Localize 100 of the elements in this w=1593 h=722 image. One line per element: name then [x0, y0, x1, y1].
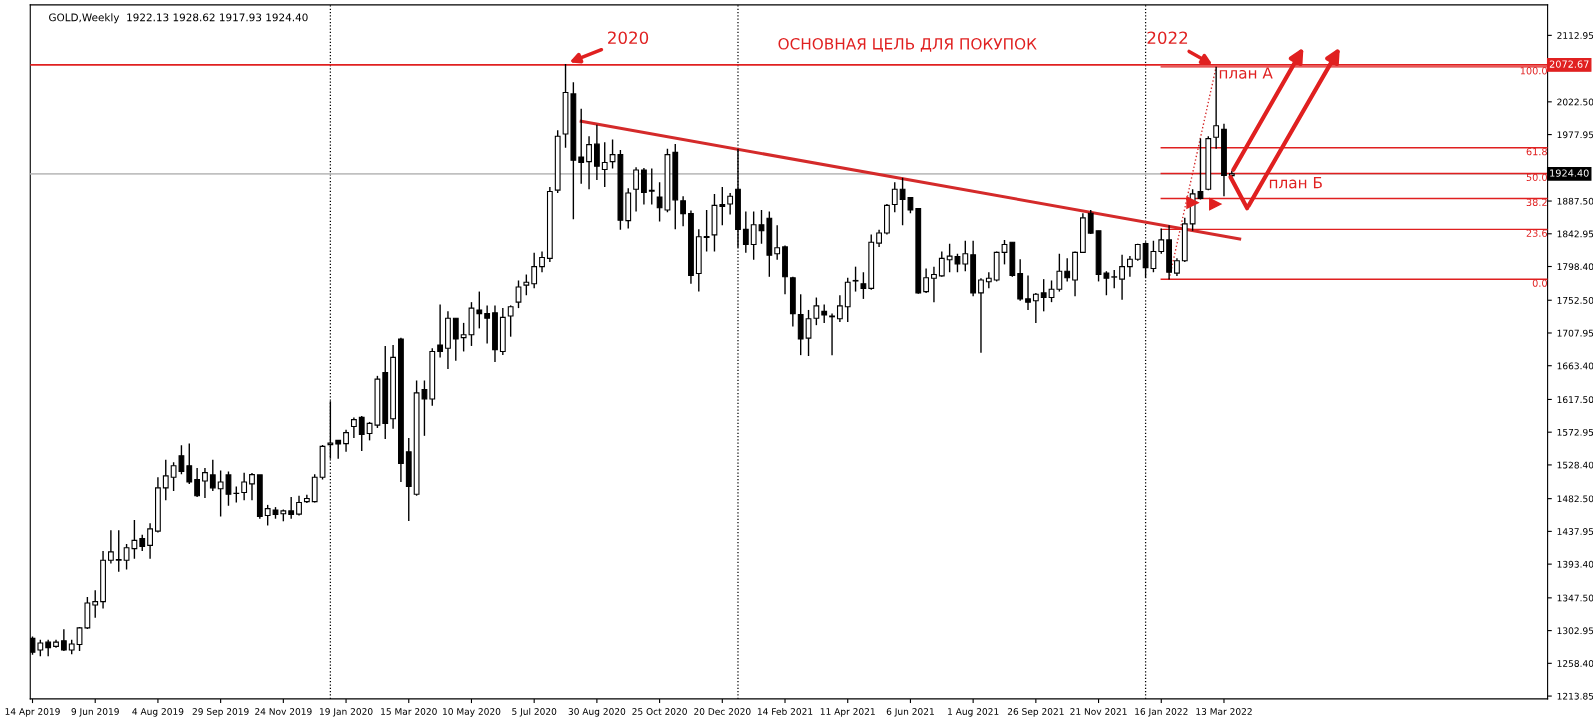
series-label: 61.8	[1526, 147, 1547, 156]
series-label: 23.6	[1526, 229, 1547, 237]
candlestick	[962, 240, 969, 272]
x-tick-label: 13 Mar 2022	[1196, 708, 1252, 715]
candlestick	[1064, 257, 1071, 283]
candlestick	[586, 135, 592, 190]
series-label: 38.2	[1526, 198, 1547, 206]
annotation: ОСНОВНАЯ ЦЕЛЬ ДЛЯ ПОКУПОК	[778, 38, 1037, 52]
candlestick	[633, 166, 639, 213]
x-tick-label: 29 Sep 2019	[192, 708, 249, 717]
candlestick	[891, 181, 898, 213]
x-tick-label: 21 Nov 2021	[1070, 708, 1127, 715]
annotation: план А	[1219, 67, 1273, 79]
candlestick	[923, 267, 930, 294]
x-tick-label: 1 Aug 2021	[948, 708, 999, 717]
x-tick-label: 11 Apr 2021	[820, 708, 875, 717]
y-tick-label: 1617.50	[1557, 396, 1593, 404]
candlestick	[1213, 66, 1220, 150]
x-tick-label: 19 Jan 2020	[319, 708, 373, 717]
candlestick	[593, 124, 600, 181]
candlestick	[1119, 253, 1125, 301]
candlestick	[1032, 292, 1039, 324]
candlestick	[194, 467, 201, 498]
candlestick	[742, 210, 749, 254]
candlestick	[1040, 278, 1047, 313]
y-tick-label: 1707.95	[1557, 329, 1593, 337]
y-tick-label: 1842.95	[1557, 230, 1593, 238]
y-tick-label: 1482.50	[1557, 495, 1593, 503]
candlestick	[115, 529, 122, 573]
candlestick	[515, 279, 522, 309]
x-tick-label: 25 Oct 2020	[632, 708, 687, 715]
y-tick-label: 1437.95	[1557, 528, 1593, 535]
candlestick	[1025, 274, 1031, 311]
candlestick	[719, 186, 726, 226]
y-tick-label: 1887.50	[1557, 197, 1593, 205]
candlestick	[648, 167, 655, 206]
candlestick	[1127, 255, 1133, 278]
y-tick-label: 1258.40	[1557, 660, 1593, 667]
series-label: 0.0	[1532, 279, 1547, 287]
candlestick	[938, 250, 945, 278]
candlestick	[476, 290, 483, 330]
candlestick	[829, 312, 835, 356]
candlestick	[703, 209, 710, 253]
x-tick-label: 10 May 2020	[443, 708, 501, 717]
x-tick-label: 26 Sep 2021	[1007, 708, 1064, 717]
candlestick	[727, 192, 734, 216]
candlestick	[1087, 209, 1094, 235]
candlestick	[437, 303, 444, 359]
y-tick-label: 1798.40	[1557, 263, 1593, 271]
candlestick	[241, 471, 248, 501]
y-tick-label: 1663.40	[1557, 362, 1593, 370]
candlestick	[523, 273, 530, 296]
candlestick	[60, 628, 67, 652]
x-tick-label: 6 Jun 2021	[886, 708, 934, 717]
legend-label: 100.0	[1520, 67, 1547, 75]
candlestick	[1111, 269, 1118, 290]
candlestick	[288, 496, 295, 520]
y-tick-label: 2112.95	[1557, 32, 1593, 39]
candlestick	[774, 224, 781, 261]
candlestick	[578, 107, 585, 185]
y-tick-label: 1528.40	[1557, 461, 1593, 469]
candlestick	[249, 472, 255, 501]
x-tick-label: 15 Mar 2020	[381, 708, 437, 715]
candlestick	[264, 504, 271, 527]
candlestick	[539, 250, 545, 273]
candlestick	[92, 589, 99, 619]
candlestick	[836, 294, 843, 323]
x-tick-label: 4 Aug 2019	[132, 708, 184, 717]
annotation: 2022	[1147, 31, 1188, 45]
x-tick-label: 20 Dec 2020	[694, 708, 751, 715]
text: GOLD,Weekly 1922.13 1928.62 1917.93 1924.40	[49, 13, 308, 24]
candlestick	[484, 304, 491, 345]
candlestick	[202, 467, 208, 499]
x-tick-label: 5 Jul 2020	[512, 707, 557, 717]
candlestick	[1158, 227, 1165, 255]
candlestick	[358, 415, 365, 452]
y-tick-label: 1347.50	[1557, 594, 1593, 602]
y-tick-label: 1302.95	[1557, 627, 1593, 635]
x-tick-label: 30 Aug 2020	[568, 708, 626, 717]
candlestick	[680, 195, 687, 227]
candlestick	[985, 271, 992, 290]
candlestick	[821, 303, 828, 324]
candlestick	[162, 459, 169, 501]
annotation: 2020	[608, 31, 649, 45]
candlestick	[335, 439, 342, 460]
candlestick	[852, 265, 859, 293]
y-tick-label: 1977.95	[1557, 131, 1593, 139]
candlestick	[507, 304, 514, 338]
candlestick	[209, 459, 216, 492]
candlestick	[147, 522, 153, 560]
x-tick-label: 14 Apr 2019	[5, 708, 60, 717]
ref-line-label: 1924.40	[1550, 169, 1589, 177]
candlestick	[350, 416, 357, 439]
candlestick	[531, 252, 538, 290]
y-tick-label: 1752.50	[1557, 296, 1593, 304]
y-tick-label: 1393.40	[1557, 560, 1593, 568]
candlestick	[452, 317, 459, 362]
x-tick-label: 16 Jan 2022	[1135, 708, 1188, 717]
candlestick	[107, 529, 114, 565]
candlestick	[601, 141, 608, 188]
